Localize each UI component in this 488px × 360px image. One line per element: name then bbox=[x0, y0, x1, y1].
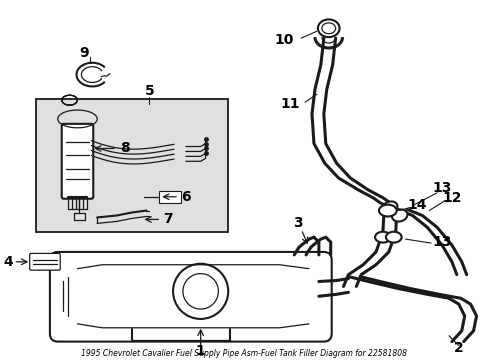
Bar bbox=[159, 191, 181, 203]
Ellipse shape bbox=[321, 23, 335, 34]
Text: 8: 8 bbox=[120, 141, 129, 156]
Bar bbox=[36, 99, 228, 232]
Text: 14: 14 bbox=[407, 198, 427, 212]
Text: 12: 12 bbox=[441, 191, 461, 205]
Text: 7: 7 bbox=[163, 212, 173, 226]
Text: 2: 2 bbox=[453, 341, 463, 355]
Ellipse shape bbox=[378, 204, 396, 216]
Ellipse shape bbox=[381, 202, 397, 214]
Text: 1: 1 bbox=[195, 345, 205, 359]
FancyBboxPatch shape bbox=[30, 253, 60, 270]
Text: 1995 Chevrolet Cavalier Fuel Supply Pipe Asm-Fuel Tank Filler Diagram for 225818: 1995 Chevrolet Cavalier Fuel Supply Pipe… bbox=[81, 349, 406, 358]
Ellipse shape bbox=[385, 232, 401, 243]
Text: 6: 6 bbox=[181, 190, 190, 204]
Text: 9: 9 bbox=[80, 46, 89, 60]
Ellipse shape bbox=[391, 210, 407, 221]
Text: 5: 5 bbox=[144, 84, 154, 98]
FancyBboxPatch shape bbox=[61, 124, 93, 199]
Text: 13: 13 bbox=[431, 235, 451, 249]
Text: 11: 11 bbox=[280, 97, 300, 111]
Text: 13: 13 bbox=[431, 181, 451, 195]
Text: 4: 4 bbox=[3, 255, 13, 269]
FancyBboxPatch shape bbox=[50, 252, 331, 342]
Ellipse shape bbox=[317, 19, 339, 37]
Text: 3: 3 bbox=[293, 216, 303, 230]
Text: 10: 10 bbox=[274, 33, 293, 47]
Ellipse shape bbox=[374, 232, 390, 243]
